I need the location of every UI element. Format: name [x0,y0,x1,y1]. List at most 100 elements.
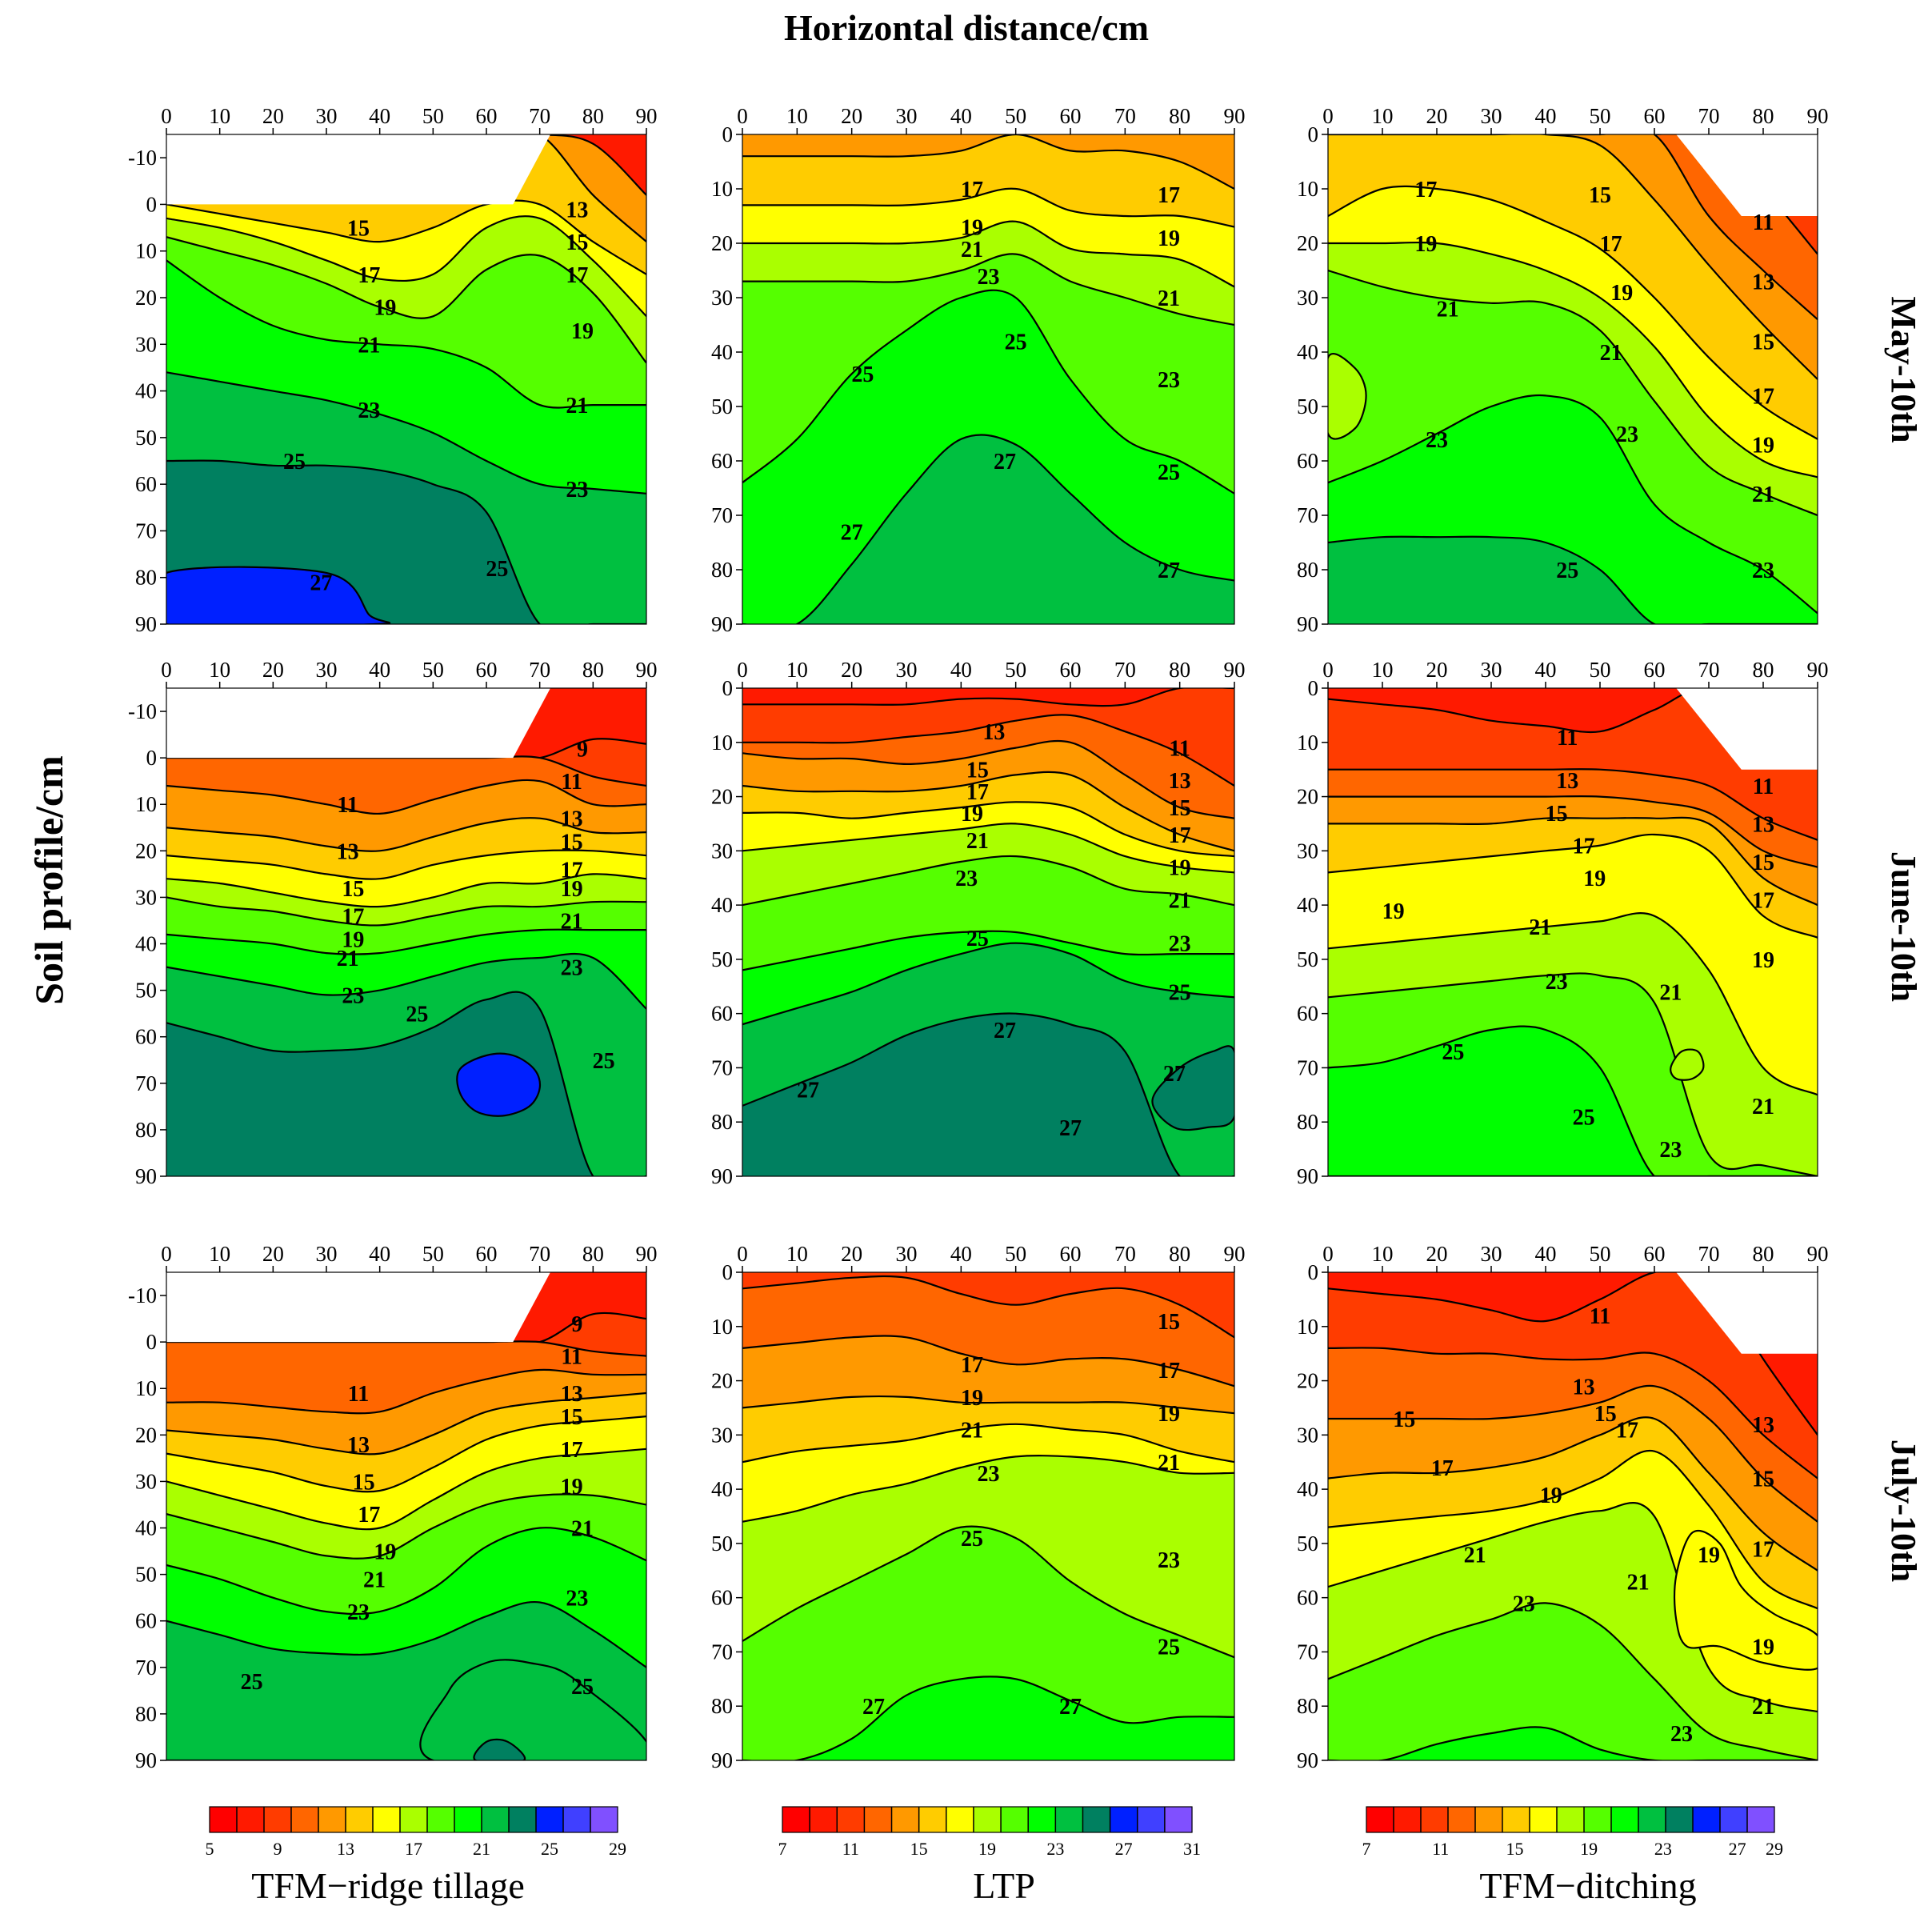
x-tick-label: 40 [950,658,972,682]
y-tick-label: 60 [711,449,733,473]
y-tick-label: -10 [128,699,157,723]
x-tick-label: 40 [369,658,390,682]
contour-label: 25 [1158,1636,1180,1660]
contour-label: 13 [1556,769,1578,794]
y-tick-label: 50 [1297,394,1318,418]
x-tick-label: 60 [1060,104,1082,128]
x-tick-label: 60 [1060,658,1082,682]
x-tick-label: 70 [1698,1242,1720,1266]
x-tick-label: 50 [422,104,444,128]
y-tick-label: 40 [1297,340,1318,364]
y-tick-label: 50 [711,394,733,418]
contour-label: 21 [566,394,588,418]
x-tick-label: 50 [422,1242,444,1266]
contour-label: 17 [342,905,364,930]
contour-label: 27 [1059,1116,1082,1141]
contour-label: 25 [851,362,874,387]
contour-label: 27 [994,450,1016,474]
y-tick-label: 10 [711,177,733,201]
contour-label: 13 [561,1382,583,1407]
colorbar-tick-label: 27 [1115,1839,1133,1859]
colorbar-cell [1448,1807,1476,1832]
y-tick-label: 70 [1297,1055,1318,1079]
x-tick-label: 70 [1114,104,1136,128]
contour-label: 27 [310,571,332,596]
contour-label: 21 [1169,888,1191,913]
column-label-ltp: LTP [973,1865,1035,1906]
contour-line [1328,795,1818,868]
y-tick-label: 90 [1297,612,1318,636]
contour-line [1328,1347,1818,1480]
colorbar-cell [810,1807,838,1832]
y-tick-label: 10 [1297,177,1318,201]
contour-label: 21 [363,1568,386,1592]
x-tick-label: 60 [476,1242,498,1266]
x-tick-label: 10 [1372,1242,1394,1266]
x-tick-label: 30 [896,1242,918,1266]
colorbar-tick-label: 19 [978,1839,996,1859]
contour-label: 17 [1431,1456,1454,1481]
y-tick-label: 60 [1297,1002,1318,1026]
colorbar-tick-label: 15 [1506,1839,1523,1859]
contour-line [1328,912,1818,1096]
contour-label: 19 [1583,867,1606,891]
x-tick-label: 80 [1169,658,1190,682]
colorbar-cell [1366,1807,1394,1832]
x-tick-label: 70 [1114,658,1136,682]
colorbar-cell [427,1807,455,1832]
contour-line [166,371,646,495]
y-tick-label: 30 [135,1469,157,1493]
contour-label: 23 [1670,1722,1693,1747]
y-tick-label: 30 [1297,286,1318,310]
colorbar-cell [237,1807,265,1832]
contour-line [1328,134,1818,321]
colorbar-tick-label: 17 [405,1839,422,1859]
contour-label: 13 [982,720,1005,745]
contour-line [742,739,1234,819]
contour-line [166,991,646,1176]
x-tick-label: 50 [1590,1242,1611,1266]
y-tick-label: 50 [711,947,733,971]
y-tick-label: 90 [135,1164,157,1188]
contour-label: 21 [1627,1570,1650,1595]
x-tick-label: 80 [1169,104,1190,128]
contour-label: 19 [342,928,364,953]
contour-label: 25 [1556,559,1578,583]
contour-line [166,896,646,927]
y-tick-label: 90 [135,1748,157,1772]
x-tick-label: 40 [1535,1242,1557,1266]
panel-frame [166,134,647,625]
contour-line [742,134,1234,190]
contour-line [166,1448,646,1531]
y-tick-label: 50 [1297,1532,1318,1556]
contour-line [166,215,646,318]
colorbar-cell [1530,1807,1558,1832]
x-tick-label: 10 [1372,104,1394,128]
contour-blob [1673,1529,1818,1671]
contour-label: 25 [241,1670,263,1695]
x-tick-label: 80 [582,1242,604,1266]
y-tick-label: 60 [135,1025,157,1049]
band-fill [1328,536,1818,624]
contour-line [1328,1449,1818,1610]
contour-line [166,952,646,1010]
contour-label: 17 [1752,384,1774,409]
y-tick-label: 0 [722,676,734,700]
contour-label: 23 [358,398,380,423]
x-tick-label: 0 [737,658,748,682]
y-tick-label: 70 [135,1656,157,1680]
contour-label: 15 [1589,183,1611,208]
colorbar-tick-label: 31 [1183,1839,1201,1859]
panel-frame [1327,134,1818,625]
contour-label: 15 [1594,1402,1617,1427]
contour-label: 9 [571,1312,582,1337]
y-tick-label: 20 [1297,1369,1318,1393]
colorbar-cell [210,1807,238,1832]
x-tick-label: 60 [1644,658,1666,682]
contour-label: 21 [1158,286,1180,311]
y-tick-label: 40 [1297,1477,1318,1501]
x-tick-label: 20 [1426,104,1448,128]
contour-blob [419,1659,646,1760]
